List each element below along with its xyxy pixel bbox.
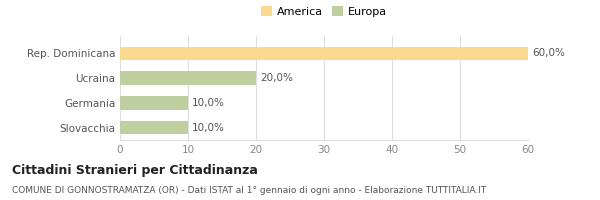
Bar (120, 96, 188, 110)
Bar (120, 121, 188, 134)
Text: 60,0%: 60,0% (532, 48, 565, 58)
Text: 10,0%: 10,0% (192, 123, 225, 133)
Text: 20,0%: 20,0% (260, 73, 293, 83)
Bar (120, 71, 256, 85)
Text: 10,0%: 10,0% (192, 98, 225, 108)
Bar (120, 47, 528, 60)
Text: Cittadini Stranieri per Cittadinanza: Cittadini Stranieri per Cittadinanza (12, 164, 258, 177)
Text: COMUNE DI GONNOSTRAMATZA (OR) - Dati ISTAT al 1° gennaio di ogni anno - Elaboraz: COMUNE DI GONNOSTRAMATZA (OR) - Dati IST… (12, 186, 486, 195)
Legend: America, Europa: America, Europa (257, 2, 391, 22)
